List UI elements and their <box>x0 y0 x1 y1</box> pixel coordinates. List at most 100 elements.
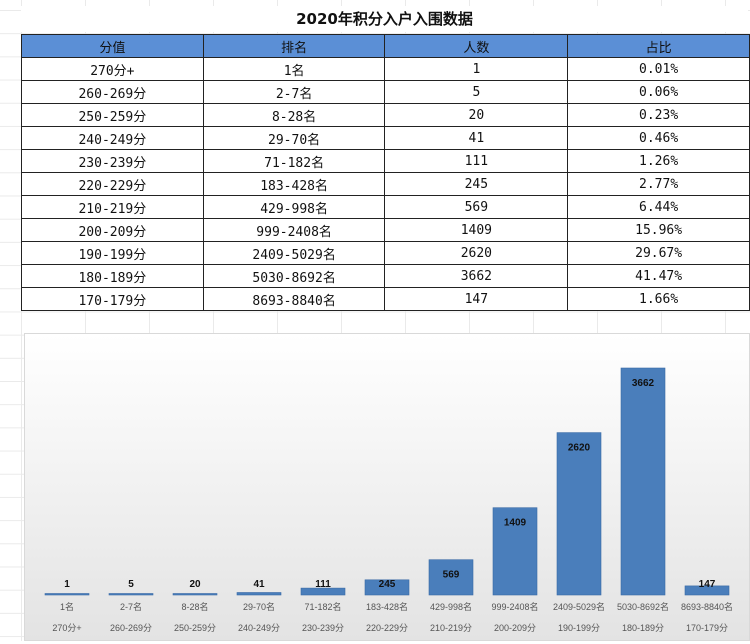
score-cell[interactable]: 170-179分 <box>21 287 204 311</box>
category-label-rank: 8693-8840名 <box>681 601 733 612</box>
table-row: 220-229分 183-428名 245 2.77% <box>21 172 750 196</box>
bar[interactable] <box>492 507 538 596</box>
column-header-score[interactable]: 分值 <box>21 34 204 58</box>
category-label-score: 250-259分 <box>174 623 216 633</box>
score-cell[interactable]: 250-259分 <box>21 103 204 127</box>
table-row: 190-199分 2409-5029名 2620 29.67% <box>21 241 750 265</box>
rank-cell[interactable]: 429-998名 <box>202 195 386 219</box>
ratio-cell[interactable]: 0.01% <box>567 57 750 81</box>
rank-cell[interactable]: 2-7名 <box>202 80 386 104</box>
score-cell[interactable]: 190-199分 <box>21 241 204 265</box>
count-cell[interactable]: 5 <box>384 80 569 104</box>
category-label-score: 210-219分 <box>430 623 472 633</box>
rank-cell[interactable]: 5030-8692名 <box>202 264 386 288</box>
bar[interactable] <box>428 559 474 596</box>
category-label-rank: 2-7名 <box>120 601 142 612</box>
table-row: 170-179分 8693-8840名 147 1.66% <box>21 287 750 311</box>
category-label-score: 220-229分 <box>366 623 408 633</box>
rank-cell[interactable]: 183-428名 <box>202 172 386 196</box>
bar-value-label: 245 <box>379 579 396 590</box>
sheet-title: 2020年积分入户入围数据 <box>21 6 748 32</box>
category-label-rank: 2409-5029名 <box>553 601 605 612</box>
bar-value-label: 41 <box>253 579 265 590</box>
bar-value-label: 3662 <box>632 378 655 389</box>
ratio-cell[interactable]: 0.46% <box>567 126 750 150</box>
bar-chart[interactable]: 1 1名 270分+ 5 2-7名 260-269分 20 8-28名 250-259分 41 29… <box>24 333 750 641</box>
category-label-score: 200-209分 <box>494 623 536 633</box>
ratio-cell[interactable]: 6.44% <box>567 195 750 219</box>
bar[interactable] <box>300 587 346 596</box>
count-cell[interactable]: 245 <box>384 172 569 196</box>
table-row: 270分+ 1名 1 0.01% <box>21 57 750 81</box>
rank-cell[interactable]: 29-70名 <box>202 126 386 150</box>
bar[interactable] <box>236 592 282 596</box>
category-label-score: 190-199分 <box>558 623 600 633</box>
table-row: 210-219分 429-998名 569 6.44% <box>21 195 750 219</box>
table-header-row: 分值 排名 人数 占比 <box>21 34 750 58</box>
count-cell[interactable]: 147 <box>384 287 569 311</box>
ratio-cell[interactable]: 41.47% <box>567 264 750 288</box>
category-label-score: 240-249分 <box>238 623 280 633</box>
bar-value-label: 5 <box>128 579 134 590</box>
rank-cell[interactable]: 8693-8840名 <box>202 287 386 311</box>
bar[interactable] <box>172 593 218 596</box>
bar[interactable] <box>44 593 90 596</box>
bar-value-label: 147 <box>699 579 716 590</box>
count-cell[interactable]: 3662 <box>384 264 569 288</box>
bar-value-label: 1409 <box>504 518 527 529</box>
column-header-ratio[interactable]: 占比 <box>567 34 750 58</box>
column-header-rank[interactable]: 排名 <box>202 34 386 58</box>
chart-canvas: 1 1名 270分+ 5 2-7名 260-269分 20 8-28名 250-259分 41 29… <box>44 367 733 633</box>
bar[interactable] <box>108 593 154 596</box>
count-cell[interactable]: 20 <box>384 103 569 127</box>
category-label-rank: 5030-8692名 <box>617 601 669 612</box>
score-cell[interactable]: 270分+ <box>21 57 204 81</box>
ratio-cell[interactable]: 15.96% <box>567 218 750 242</box>
rank-cell[interactable]: 71-182名 <box>202 149 386 173</box>
count-cell[interactable]: 1 <box>384 57 569 81</box>
rank-cell[interactable]: 8-28名 <box>202 103 386 127</box>
table-row: 260-269分 2-7名 5 0.06% <box>21 80 750 104</box>
table-row: 250-259分 8-28名 20 0.23% <box>21 103 750 127</box>
ratio-cell[interactable]: 1.26% <box>567 149 750 173</box>
score-cell[interactable]: 200-209分 <box>21 218 204 242</box>
score-cell[interactable]: 220-229分 <box>21 172 204 196</box>
category-label-rank: 29-70名 <box>243 601 275 612</box>
ratio-cell[interactable]: 0.23% <box>567 103 750 127</box>
score-cell[interactable]: 210-219分 <box>21 195 204 219</box>
score-cell[interactable]: 260-269分 <box>21 80 204 104</box>
bar-value-label: 1 <box>64 579 70 590</box>
count-cell[interactable]: 1409 <box>384 218 569 242</box>
count-cell[interactable]: 41 <box>384 126 569 150</box>
ratio-cell[interactable]: 29.67% <box>567 241 750 265</box>
table-row: 230-239分 71-182名 111 1.26% <box>21 149 750 173</box>
bar[interactable] <box>684 585 730 596</box>
rank-cell[interactable]: 1名 <box>202 57 386 81</box>
ratio-cell[interactable]: 0.06% <box>567 80 750 104</box>
bar-value-label: 20 <box>189 579 201 590</box>
bar-value-label: 111 <box>315 579 331 590</box>
column-header-count[interactable]: 人数 <box>384 34 569 58</box>
category-label-score: 180-189分 <box>622 623 664 633</box>
ratio-cell[interactable]: 1.66% <box>567 287 750 311</box>
category-label-rank: 8-28名 <box>181 601 208 612</box>
score-cell[interactable]: 180-189分 <box>21 264 204 288</box>
category-label-rank: 999-2408名 <box>491 601 538 612</box>
bar[interactable] <box>364 579 410 596</box>
bar[interactable] <box>620 367 666 596</box>
table-row: 180-189分 5030-8692名 3662 41.47% <box>21 264 750 288</box>
category-label-score: 230-239分 <box>302 623 344 633</box>
count-cell[interactable]: 2620 <box>384 241 569 265</box>
count-cell[interactable]: 569 <box>384 195 569 219</box>
score-cell[interactable]: 240-249分 <box>21 126 204 150</box>
rank-cell[interactable]: 2409-5029名 <box>202 241 386 265</box>
category-label-score: 260-269分 <box>110 623 152 633</box>
category-label-score: 270分+ <box>52 623 81 633</box>
score-cell[interactable]: 230-239分 <box>21 149 204 173</box>
rank-cell[interactable]: 999-2408名 <box>202 218 386 242</box>
count-cell[interactable]: 111 <box>384 149 569 173</box>
table-row: 240-249分 29-70名 41 0.46% <box>21 126 750 150</box>
bar[interactable] <box>556 432 602 596</box>
category-label-rank: 183-428名 <box>366 601 408 612</box>
ratio-cell[interactable]: 2.77% <box>567 172 750 196</box>
